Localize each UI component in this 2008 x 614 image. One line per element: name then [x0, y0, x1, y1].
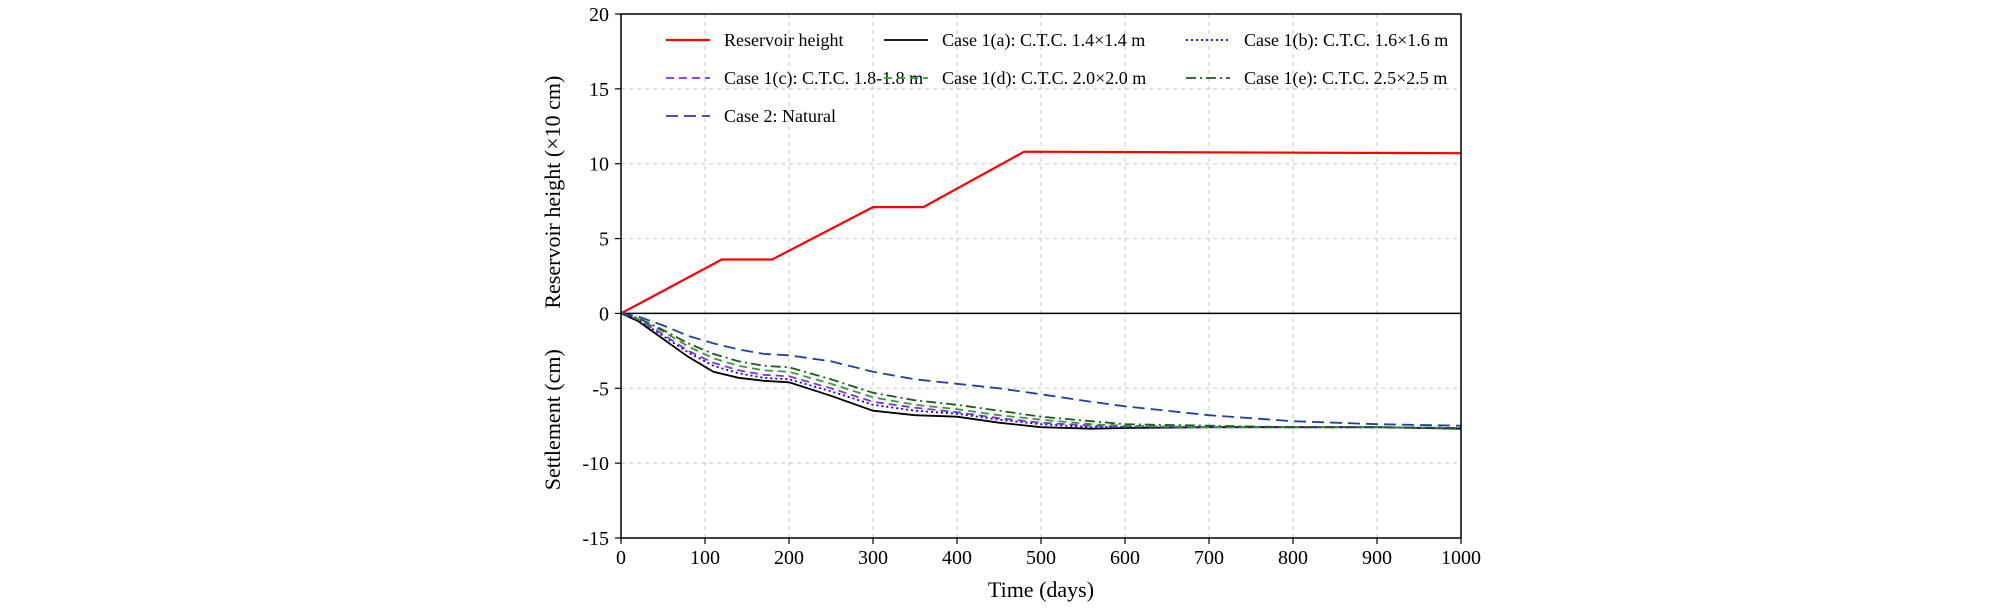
x-tick-label: 400 — [942, 547, 972, 569]
legend-label-0: Reservoir height — [724, 30, 843, 50]
x-axis-title: Time (days) — [988, 577, 1094, 602]
y-tick-label: 10 — [589, 154, 609, 176]
x-tick-label: 700 — [1194, 547, 1224, 569]
x-tick-label: 500 — [1026, 547, 1056, 569]
x-tick-label: 200 — [774, 547, 804, 569]
y-tick-label: -10 — [582, 453, 609, 475]
x-tick-label: 100 — [690, 547, 720, 569]
legend-label-2: Case 1(b): C.T.C. 1.6×1.6 m — [1244, 30, 1448, 51]
series-line-5 — [620, 312, 1462, 429]
x-tick-label: 1000 — [1441, 547, 1481, 569]
x-tick-label: 800 — [1278, 547, 1308, 569]
series-line-1 — [620, 312, 1462, 430]
y-tick-label: 15 — [589, 79, 609, 101]
x-tick-label: 300 — [858, 547, 888, 569]
y-tick-label: 20 — [589, 4, 609, 26]
legend-label-1: Case 1(a): C.T.C. 1.4×1.4 m — [942, 30, 1145, 51]
legend-label-5: Case 1(e): C.T.C. 2.5×2.5 m — [1244, 68, 1447, 89]
plot-frame — [620, 13, 1462, 539]
x-tick-label: 600 — [1110, 547, 1140, 569]
grid-layer — [621, 14, 1461, 538]
series-layer — [620, 150, 1462, 430]
axis-layer: 0 100 200 300 400 500 600 700 800 900 1000 20 15 10 5 0… — [582, 4, 1481, 569]
legend-label-6: Case 2: Natural — [724, 106, 836, 126]
legend-label-4: Case 1(d): C.T.C. 2.0×2.0 m — [942, 68, 1146, 89]
y-tick-label: 5 — [599, 229, 609, 251]
y-axis-title-upper: Reservoir height (×10 cm) — [540, 76, 565, 309]
x-tick-label: 0 — [616, 547, 626, 569]
y-axis-title-lower: Settlement (cm) — [540, 349, 565, 490]
series-line-2 — [620, 312, 1462, 429]
legend-layer: Reservoir height Case 1(a): C.T.C. 1.4×1.… — [666, 30, 1448, 126]
y-tick-label: -15 — [582, 528, 609, 550]
series-line-6 — [620, 312, 1462, 427]
y-tick-label: 0 — [599, 303, 609, 325]
series-line-3 — [620, 312, 1462, 429]
legend-label-3: Case 1(c): C.T.C. 1.8-1.8 m — [724, 68, 923, 89]
series-line-4 — [620, 312, 1462, 429]
series-line-0 — [620, 150, 1462, 315]
x-tick-label: 900 — [1362, 547, 1392, 569]
y-tick-label: -5 — [592, 378, 609, 400]
